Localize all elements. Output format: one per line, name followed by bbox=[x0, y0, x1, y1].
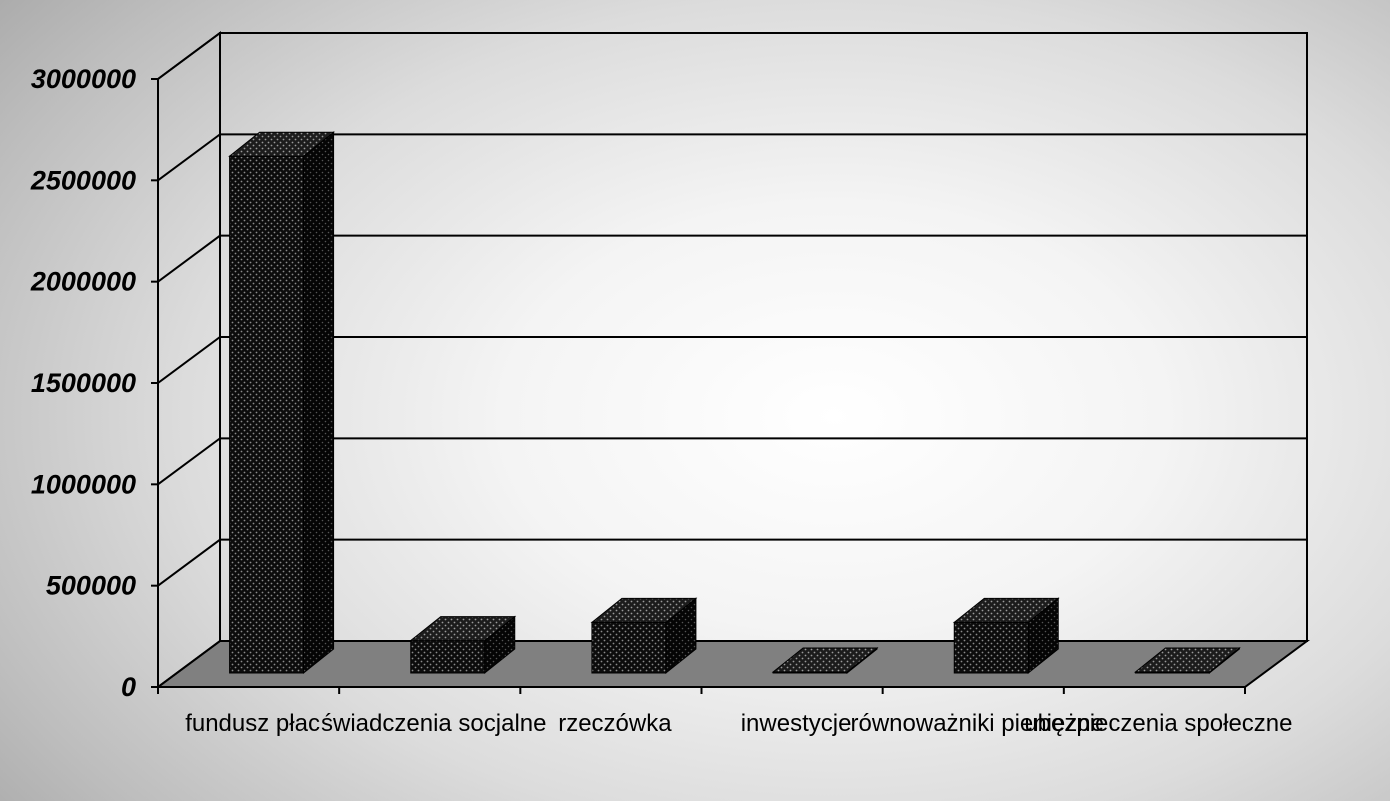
y-tick-label: 2500000 bbox=[30, 165, 136, 195]
y-tick-label: 500000 bbox=[46, 571, 136, 601]
y-tick-label: 1000000 bbox=[31, 469, 136, 499]
bar-top bbox=[590, 597, 698, 623]
x-tick-label: fundusz płac bbox=[185, 710, 320, 737]
y-tick-label: 0 bbox=[121, 672, 136, 702]
x-tick-label: równoważniki pieniężne bbox=[851, 710, 1104, 737]
bar bbox=[771, 646, 879, 675]
bar-front bbox=[953, 621, 1029, 674]
y-tick-label: 1500000 bbox=[31, 368, 136, 398]
x-axis-tick-labels: fundusz płac świadczenia socjalne rzeczówk… bbox=[185, 710, 1292, 737]
gridline bbox=[157, 234, 1307, 283]
x-tick-label: inwestycje bbox=[741, 710, 852, 737]
gridline bbox=[157, 133, 1307, 182]
bar-top bbox=[1133, 647, 1241, 673]
bar-series bbox=[228, 131, 1241, 675]
bar bbox=[952, 597, 1060, 675]
gridline bbox=[157, 336, 1307, 384]
bar-top bbox=[409, 616, 517, 642]
bar-front bbox=[591, 621, 667, 674]
gridline bbox=[157, 538, 1307, 587]
gridlines bbox=[151, 32, 1307, 694]
x-tick-label: rzeczówka bbox=[558, 710, 672, 737]
x-tick-label: ubezpieczenia społeczne bbox=[1024, 710, 1292, 737]
y-axis-tick-labels: 0 500000 1000000 1500000 2000000 2500000 30000… bbox=[30, 64, 136, 702]
y-tick-label: 3000000 bbox=[31, 64, 136, 94]
bar-front bbox=[410, 640, 486, 674]
gridline bbox=[157, 437, 1307, 486]
bar-top bbox=[228, 131, 336, 157]
x-tick-label: świadczenia socjalne bbox=[321, 710, 546, 737]
bar-side bbox=[303, 131, 335, 675]
gridline bbox=[157, 32, 1307, 80]
y-tick-label: 2000000 bbox=[30, 267, 136, 297]
bar-top bbox=[952, 597, 1060, 623]
bar bbox=[409, 615, 517, 675]
bar-top bbox=[771, 647, 879, 673]
bar-front bbox=[229, 155, 305, 674]
bar bbox=[590, 597, 698, 675]
bar bbox=[1133, 646, 1241, 675]
bar bbox=[228, 131, 336, 675]
